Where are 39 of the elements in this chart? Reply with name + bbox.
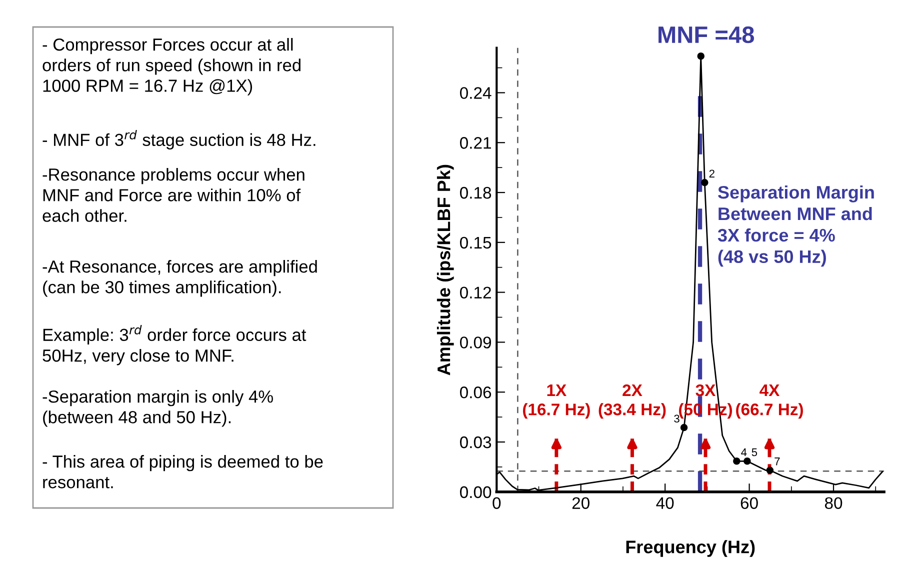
ref-line-label: 1X (16.7 Hz) <box>523 384 590 419</box>
text: -At Resonance, forces are amplified (can be 30 times amplification). <box>42 260 317 297</box>
annotation: 2 <box>709 170 714 178</box>
y-tick-label: 0.06 <box>460 386 492 398</box>
point <box>680 424 688 432</box>
text: - This area of piping is deemed to be resonant. <box>42 455 323 488</box>
x-tick-label: 20 <box>572 497 590 510</box>
x-tick-label: 60 <box>740 497 758 510</box>
x-tick-label: 40 <box>656 497 674 510</box>
ref-line-label: 4X (66.7 Hz) <box>736 384 803 419</box>
text: - Compressor Forces occur at all orders of run speed (shown in red 1000 RPM = 16.7 Hz @1X) <box>42 38 300 96</box>
x-axis-title: Frequency (Hz) <box>626 540 755 557</box>
text: MNF =48 <box>658 26 754 44</box>
ref-line-label: 2X (33.4 Hz) <box>598 384 666 419</box>
text: -Resonance problems occur when MNF and Force are within 10% of each other. <box>42 168 304 222</box>
text: -Separation margin is only 4% (between 48 and 50 Hz). <box>42 390 273 427</box>
annotation: 5 <box>752 448 758 456</box>
y-tick-label: 0.18 <box>460 186 492 199</box>
y-tick-label: 0.15 <box>460 236 492 249</box>
y-axis-title: Amplitude (ips/KLBF Pk) <box>436 164 454 376</box>
y-tick-label: 0.12 <box>460 286 491 299</box>
point <box>701 178 708 186</box>
annotation: 4 <box>741 448 747 456</box>
y-tick-label: 0.09 <box>460 336 491 348</box>
y-tick-label: 0.00 <box>460 486 492 498</box>
y-tick-label: 0.03 <box>460 436 492 448</box>
point <box>697 52 705 60</box>
y-tick-label: 0.21 <box>460 137 491 149</box>
y-tick-label: 0.24 <box>460 87 492 99</box>
text: - MNF of 3$^{rd}$ stage suction is 48 Hz. <box>42 130 316 150</box>
point <box>733 457 740 465</box>
annotation: Separation Margin Between MNF and 3X force = 4% (48 vs 50 Hz) <box>718 185 874 267</box>
annotation: 3 <box>674 414 680 423</box>
point <box>744 457 751 465</box>
annotation: 7 <box>774 458 780 466</box>
x-tick-label: 0 <box>492 497 501 510</box>
point <box>766 466 774 474</box>
x-tick-label: 80 <box>824 497 842 510</box>
text: Example: 3$^{rd}$ order force occurs at 50Hz, very close to MNF. <box>42 325 306 366</box>
